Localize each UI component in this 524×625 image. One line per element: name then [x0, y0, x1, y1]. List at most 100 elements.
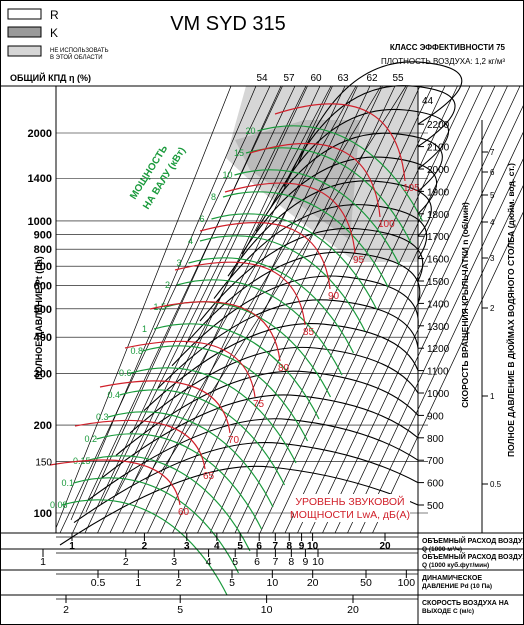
power-curve-0.8: [142, 345, 309, 442]
y-axis-speed: 500 600 700 800 900 1000 1100 1200 1300 1400 1500 1…: [418, 120, 450, 512]
inch-tick-3: 3: [490, 254, 495, 263]
power-curve-0.3: [107, 411, 274, 508]
system-line-left-5: [130, 85, 357, 489]
power-label-0.8: 0.8: [131, 346, 144, 356]
sound-label-2: МОЩНОСТИ LwA, дБ(A): [290, 509, 410, 521]
speed-curve-1700: [227, 180, 432, 277]
efficiency-tick-54: 54: [256, 73, 268, 84]
power-label-20: 20: [246, 126, 256, 136]
bottom-label-2-b: ДАВЛЕНИЕ Pd (10 Па): [422, 583, 492, 590]
power-label-1: 1: [142, 324, 147, 334]
power-label-0.3: 0.3: [96, 412, 109, 422]
bottom-tick-1-6: 6: [254, 556, 260, 568]
efficiency-class: КЛАСС ЭФФЕКТИВНОСТИ 75: [390, 43, 506, 52]
sound-curve-90: [199, 222, 331, 290]
speed-curve-1400: [185, 251, 421, 344]
power-curve-6: [211, 213, 378, 310]
system-line-12: [209, 85, 421, 534]
sound-label-70: 70: [228, 435, 240, 446]
bottom-tick-1-1: 1: [40, 556, 46, 568]
speed-curve-600: [73, 442, 419, 524]
power-curve-0.4: [119, 389, 286, 486]
bottom-tick-0-1: 1: [69, 541, 75, 552]
efficiency-tick-57: 57: [283, 73, 295, 84]
bottom-tick-1-5: 5: [232, 556, 238, 568]
speed-curve-2200: [297, 61, 463, 165]
sound-curve-65: [74, 419, 206, 470]
bottom-label-1-b: Q (1000 куб.фут/мин): [422, 561, 489, 569]
bottom-tick-2-10: 10: [266, 577, 278, 589]
power-label-6: 6: [200, 214, 205, 224]
speed-tick-1600: 1600: [427, 255, 450, 266]
pressure-tick-900: 900: [34, 229, 52, 241]
power-label-15: 15: [234, 148, 244, 158]
power-curve-20: [257, 125, 424, 222]
speed-curve-900: [115, 370, 419, 456]
speed-tick-1400: 1400: [427, 299, 450, 310]
sound-label-60: 60: [178, 507, 190, 518]
power-curve-8: [222, 191, 389, 288]
power-curve-0.08: [61, 499, 228, 596]
pressure-tick-500: 500: [34, 304, 52, 316]
system-line-14: [234, 85, 446, 534]
pressure-tick-2000: 2000: [28, 128, 52, 140]
speed-curve-1300: [171, 275, 419, 367]
power-label-8: 8: [211, 192, 216, 202]
air-density: ПЛОТНОСТЬ ВОЗДУХА: 1,2 кг/м³: [381, 57, 505, 66]
bottom-label-3-b: ВЫХОДЕ C (м/с): [422, 608, 474, 615]
power-curve-1: [153, 323, 320, 420]
inch-tick-0.5: 0.5: [490, 480, 502, 489]
sound-curve-60: [49, 459, 181, 506]
bottom-tick-0-2: 2: [142, 541, 148, 552]
bottom-tick-1-2: 2: [123, 556, 129, 568]
speed-tick-1500: 1500: [427, 277, 450, 288]
system-line-16: [259, 85, 471, 534]
legend-label-k: K: [50, 26, 58, 40]
bottom-tick-2-50: 50: [360, 577, 372, 589]
bottom-tick-0-4: 4: [214, 541, 220, 552]
sound-curve-95: [224, 182, 356, 254]
bottom-tick-0-20: 20: [379, 541, 391, 552]
bottom-tick-1-8: 8: [288, 556, 294, 568]
system-line-left-2: [85, 85, 282, 513]
sound-label-1: УРОВЕНЬ ЗВУКОВОЙ: [295, 495, 404, 508]
sound-label-bg: [294, 494, 410, 522]
power-curve-3: [188, 257, 355, 354]
pressure-tick-1400: 1400: [28, 173, 52, 185]
speed-tick-800: 800: [427, 434, 444, 445]
system-line-24: [359, 183, 524, 534]
bottom-tick-0-7: 7: [273, 541, 279, 552]
speed-tick-1700: 1700: [427, 232, 450, 243]
system-line-2: [84, 85, 296, 534]
bottom-tick-1-10: 10: [312, 556, 324, 568]
legend-swatch-r: [7, 8, 42, 20]
sound-curve-70: [99, 380, 231, 434]
sound-curve-80: [149, 301, 281, 362]
pressure-tick-800: 800: [34, 244, 52, 256]
speed-tick-900: 900: [427, 411, 444, 422]
bottom-tick-0-3: 3: [184, 541, 190, 552]
bottom-tick-2-0.5: 0.5: [91, 577, 106, 589]
bottom-tick-3-2: 2: [63, 604, 69, 616]
power-curve-15: [245, 147, 412, 244]
speed-curve-2000: [269, 108, 449, 210]
pressure-tick-300: 300: [34, 369, 52, 381]
system-line-19: [297, 85, 508, 534]
power-label-0.08: 0.08: [50, 500, 68, 510]
sound-curve-85: [174, 261, 306, 326]
bottom-label-2-a: ДИНАМИЧЕСКОЕ: [422, 575, 482, 582]
bottom-label-3-a: СКОРОСТЬ ВОЗДУХА НА: [422, 600, 509, 607]
bottom-tick-2-20: 20: [307, 577, 319, 589]
y-axis-speed-label: СКОРОСТЬ ВРАЩЕНИЯ КРЫЛЬЧАТКИ n (об/мин): [460, 202, 470, 408]
system-line-22: [334, 129, 524, 534]
system-line-3: [97, 85, 308, 534]
y-axis-inch: 0.5 1 2 3 4 5 6 7: [482, 148, 502, 489]
total-efficiency-label: ОБЩИЙ КПД η (%): [10, 72, 91, 83]
pressure-tick-150: 150: [35, 458, 52, 469]
system-line-20: [309, 85, 521, 534]
bottom-tick-2-2: 2: [176, 577, 182, 589]
system-line-6: [134, 85, 346, 534]
speed-tick-2200: 2200: [427, 120, 450, 131]
bottom-tick-1-7: 7: [272, 556, 278, 568]
